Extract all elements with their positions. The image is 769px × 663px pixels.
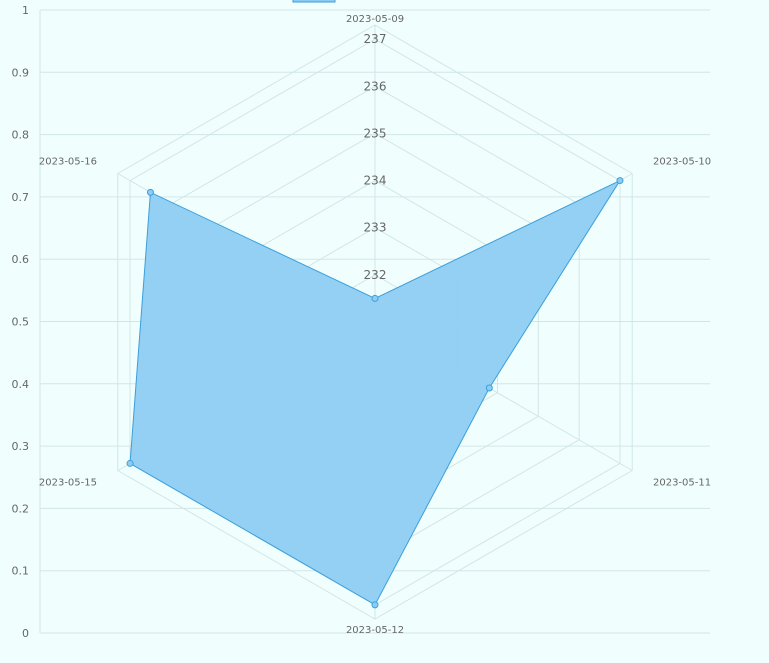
y-tick-label: 0.9 [12,66,30,79]
radial-ticks: 232 233 234 235 236 237 [364,32,387,282]
radial-tick-label: 235 [364,126,387,140]
category-label: 2023-05-15 [39,478,97,489]
category-label: 2023-05-11 [653,478,711,489]
category-label: 2023-05-16 [39,157,97,168]
radar-point[interactable] [485,384,493,392]
radar-point[interactable] [371,294,379,302]
y-axis-ticks: 0 0.1 0.2 0.3 0.4 0.5 0.6 0.7 0.8 0.9 1 [12,4,30,640]
y-tick-label: 0.6 [12,253,30,266]
y-tick-label: 0.1 [12,565,30,578]
radial-tick-label: 233 [364,221,387,235]
y-tick-label: 0.8 [12,129,30,142]
radar-series [126,177,624,609]
radial-tick-label: 234 [364,174,387,188]
radar-point[interactable] [126,459,134,467]
y-tick-label: 0.4 [12,378,30,391]
legend-swatch[interactable] [292,0,336,3]
radar-point[interactable] [616,177,624,185]
y-tick-label: 0.7 [12,191,30,204]
radar-point[interactable] [146,188,154,196]
category-labels: 2023-05-09 2023-05-10 2023-05-11 2023-05-12… [39,14,711,636]
y-tick-label: 0.5 [12,316,30,329]
radial-tick-label: 237 [364,32,387,46]
radial-tick-label: 236 [364,79,387,93]
category-label: 2023-05-09 [346,14,404,25]
y-tick-label: 1 [22,4,29,17]
y-tick-label: 0.3 [12,440,30,453]
radial-tick-label: 232 [364,268,387,282]
category-label: 2023-05-10 [653,157,711,168]
radar-point[interactable] [371,601,379,609]
y-tick-label: 0.2 [12,502,30,515]
y-tick-label: 0 [22,627,29,640]
category-label: 2023-05-12 [346,625,404,636]
